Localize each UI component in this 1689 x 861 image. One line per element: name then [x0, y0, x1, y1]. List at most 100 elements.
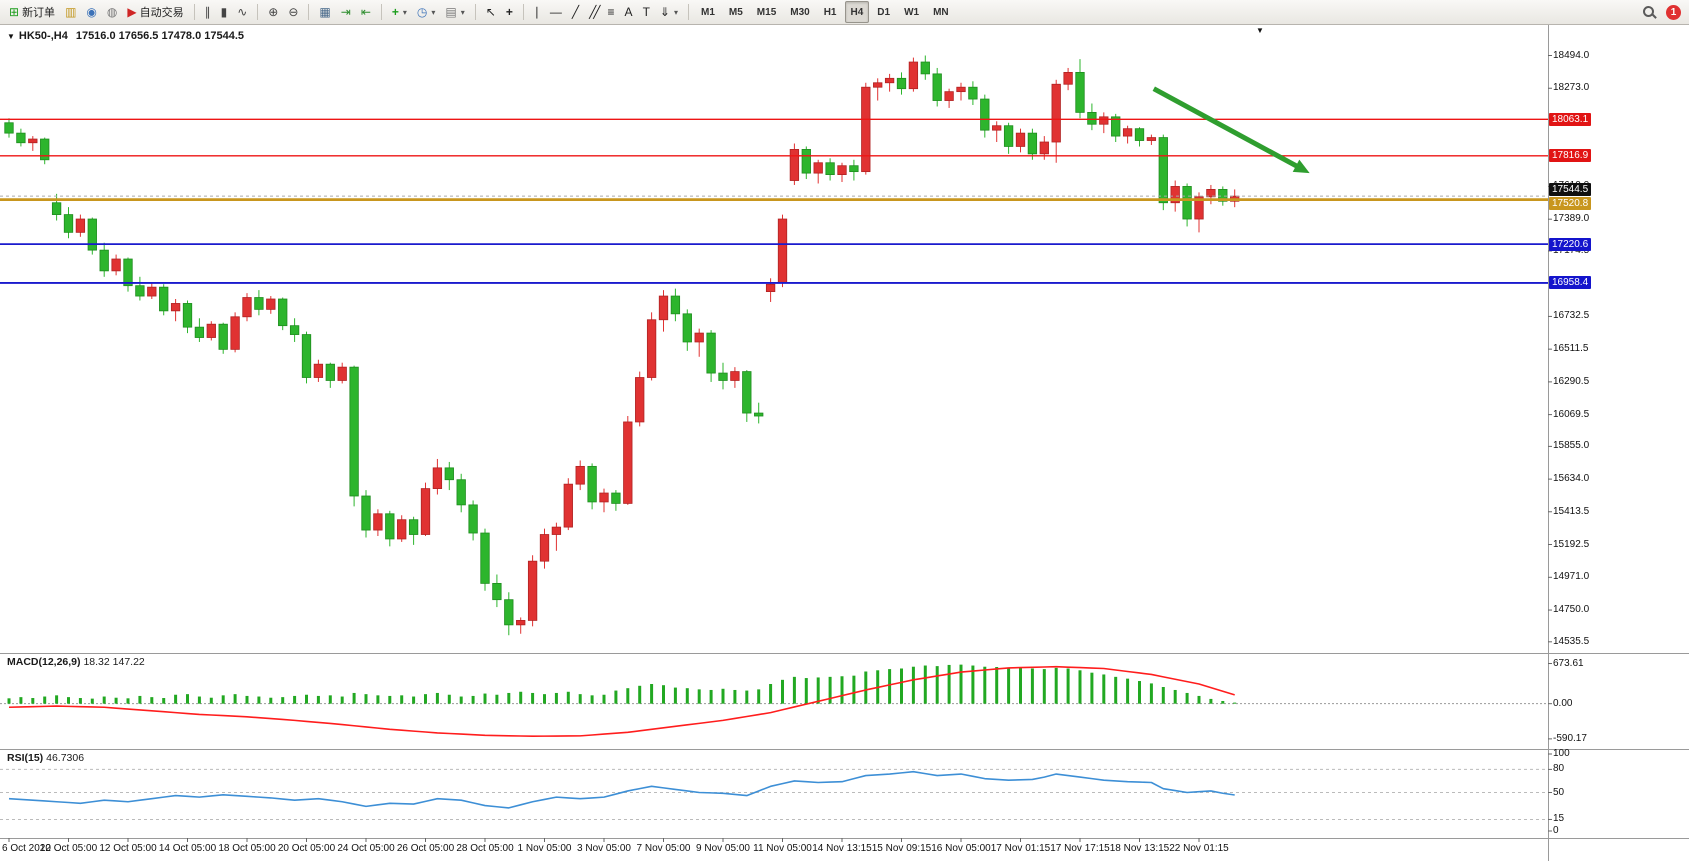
- toolbar-separator: [522, 4, 524, 20]
- candle-body: [908, 61, 919, 90]
- candle-body: [1182, 186, 1192, 220]
- profiles-button[interactable]: ◉: [81, 1, 101, 24]
- arrows-button[interactable]: ⇓ ▾: [655, 1, 683, 24]
- toolbar-group-objects: ∣ ― ╱ ╱╱ ≡ A T ⇓ ▾: [529, 0, 683, 24]
- fibonacci-button[interactable]: ≡: [603, 1, 620, 24]
- search-button[interactable]: [1643, 6, 1657, 19]
- candle-body: [4, 122, 14, 134]
- equidistant-channel-button[interactable]: ╱╱: [584, 1, 602, 24]
- bar-chart-icon: ∥: [204, 5, 211, 19]
- toolbar-group-windows: ▦ ⇥ ⇤: [314, 0, 375, 24]
- text-label-icon: T: [642, 5, 650, 19]
- candle-body: [920, 61, 930, 75]
- toolbar-separator: [257, 4, 259, 20]
- candle-body: [16, 132, 26, 144]
- text-button[interactable]: A: [620, 1, 638, 24]
- chart-window-icon: ▥: [65, 5, 77, 19]
- candle-body: [944, 91, 954, 101]
- text-icon: A: [624, 5, 633, 19]
- trend-arrow-head[interactable]: [1292, 159, 1310, 174]
- candle-body: [706, 332, 716, 374]
- candle-body: [1111, 116, 1121, 137]
- chevron-down-icon: ▾: [673, 7, 678, 17]
- candle-body: [670, 295, 681, 315]
- timeframe-m30[interactable]: M30: [790, 6, 810, 18]
- cursor-button[interactable]: ↖: [481, 1, 501, 24]
- timeframe-d1[interactable]: D1: [877, 6, 891, 18]
- candle-body: [1063, 71, 1073, 85]
- new-order-icon: ⊞: [9, 5, 20, 19]
- line-chart-button[interactable]: ∿: [232, 1, 252, 24]
- candle-body: [51, 202, 62, 215]
- auto-scroll-button[interactable]: ⇥: [336, 1, 356, 24]
- trend-arrow-shaft[interactable]: [1152, 86, 1304, 172]
- line-chart-icon: ∿: [237, 5, 248, 19]
- timeframe-mn[interactable]: MN: [933, 6, 949, 18]
- candle-body: [1218, 189, 1228, 202]
- candle-body: [694, 332, 704, 343]
- zoom-in-button[interactable]: ⊕: [263, 1, 283, 24]
- candle-body: [599, 492, 609, 503]
- timeframe-w1[interactable]: W1: [904, 6, 920, 18]
- zoom-out-button[interactable]: ⊖: [283, 1, 303, 24]
- candle-body: [825, 162, 835, 175]
- templates-button[interactable]: ▤ ▾: [440, 1, 469, 24]
- bar-chart-button[interactable]: ∥: [200, 1, 216, 24]
- autotrading-button-label: 自动交易: [139, 7, 184, 19]
- candle-body: [718, 372, 728, 381]
- notification-badge[interactable]: 1: [1666, 5, 1681, 20]
- indicators-button[interactable]: + ▾: [387, 1, 412, 24]
- timeframe-h4[interactable]: H4: [844, 1, 870, 23]
- candle-body: [182, 303, 193, 328]
- new-order-button-label: 新订单: [22, 7, 56, 19]
- candle-body: [527, 560, 538, 621]
- candle-body: [170, 303, 181, 312]
- toolbar-separator: [308, 4, 310, 20]
- candlestick-chart-button[interactable]: ▮: [216, 1, 233, 24]
- toolbar-separator: [687, 4, 689, 20]
- candle-body: [301, 334, 312, 378]
- candle-body: [884, 77, 895, 84]
- candle-body: [468, 504, 478, 534]
- timeframe-m1[interactable]: M1: [700, 6, 715, 18]
- candle-body: [1170, 186, 1180, 204]
- candle-body: [266, 298, 276, 310]
- periods-button[interactable]: ◷ ▾: [412, 1, 441, 24]
- toolbar-group-zoom: ⊕ ⊖: [263, 0, 303, 24]
- cursor-arrow-icon: ↖: [485, 5, 496, 19]
- vertical-line-button[interactable]: ∣: [529, 1, 545, 24]
- candle-body: [123, 258, 133, 287]
- candle-body: [932, 73, 942, 101]
- timeframe-m5[interactable]: M5: [728, 6, 743, 18]
- market-watch-button[interactable]: ◍: [102, 1, 122, 24]
- new-order-button[interactable]: ⊞ 新订单: [4, 1, 60, 24]
- crosshair-button[interactable]: +: [501, 1, 518, 24]
- candlestick-icon: ▮: [220, 5, 228, 19]
- candle-body: [837, 165, 847, 175]
- chart-shift-button[interactable]: ⇤: [356, 1, 376, 24]
- horizontal-line-button[interactable]: ―: [545, 1, 567, 24]
- macd-histogram: [7, 664, 1237, 704]
- chart-shift-icon: ⇤: [360, 5, 371, 19]
- autotrading-icon: ▶: [127, 5, 137, 19]
- timeframe-h1[interactable]: H1: [823, 6, 837, 18]
- candle-body: [1194, 196, 1204, 220]
- toolbar-separator: [474, 4, 476, 20]
- candle-body: [587, 465, 597, 503]
- candle-body: [218, 323, 228, 350]
- trendline-button[interactable]: ╱: [567, 1, 584, 24]
- candle-body: [111, 258, 121, 272]
- text-label-button[interactable]: T: [638, 1, 655, 24]
- chart-window-button[interactable]: ▥: [60, 1, 81, 24]
- autotrading-button[interactable]: ▶ 自动交易: [122, 1, 188, 24]
- search-icon-handle: [1651, 13, 1657, 19]
- tile-windows-button[interactable]: ▦: [314, 1, 335, 24]
- candle-body: [456, 479, 466, 506]
- candle-body: [968, 86, 978, 100]
- timeframe-m15[interactable]: M15: [756, 6, 777, 18]
- candle-body: [1087, 111, 1097, 125]
- candle-body: [337, 366, 347, 381]
- rsi-line: [8, 770, 1235, 809]
- fibonacci-icon: ≡: [607, 5, 615, 19]
